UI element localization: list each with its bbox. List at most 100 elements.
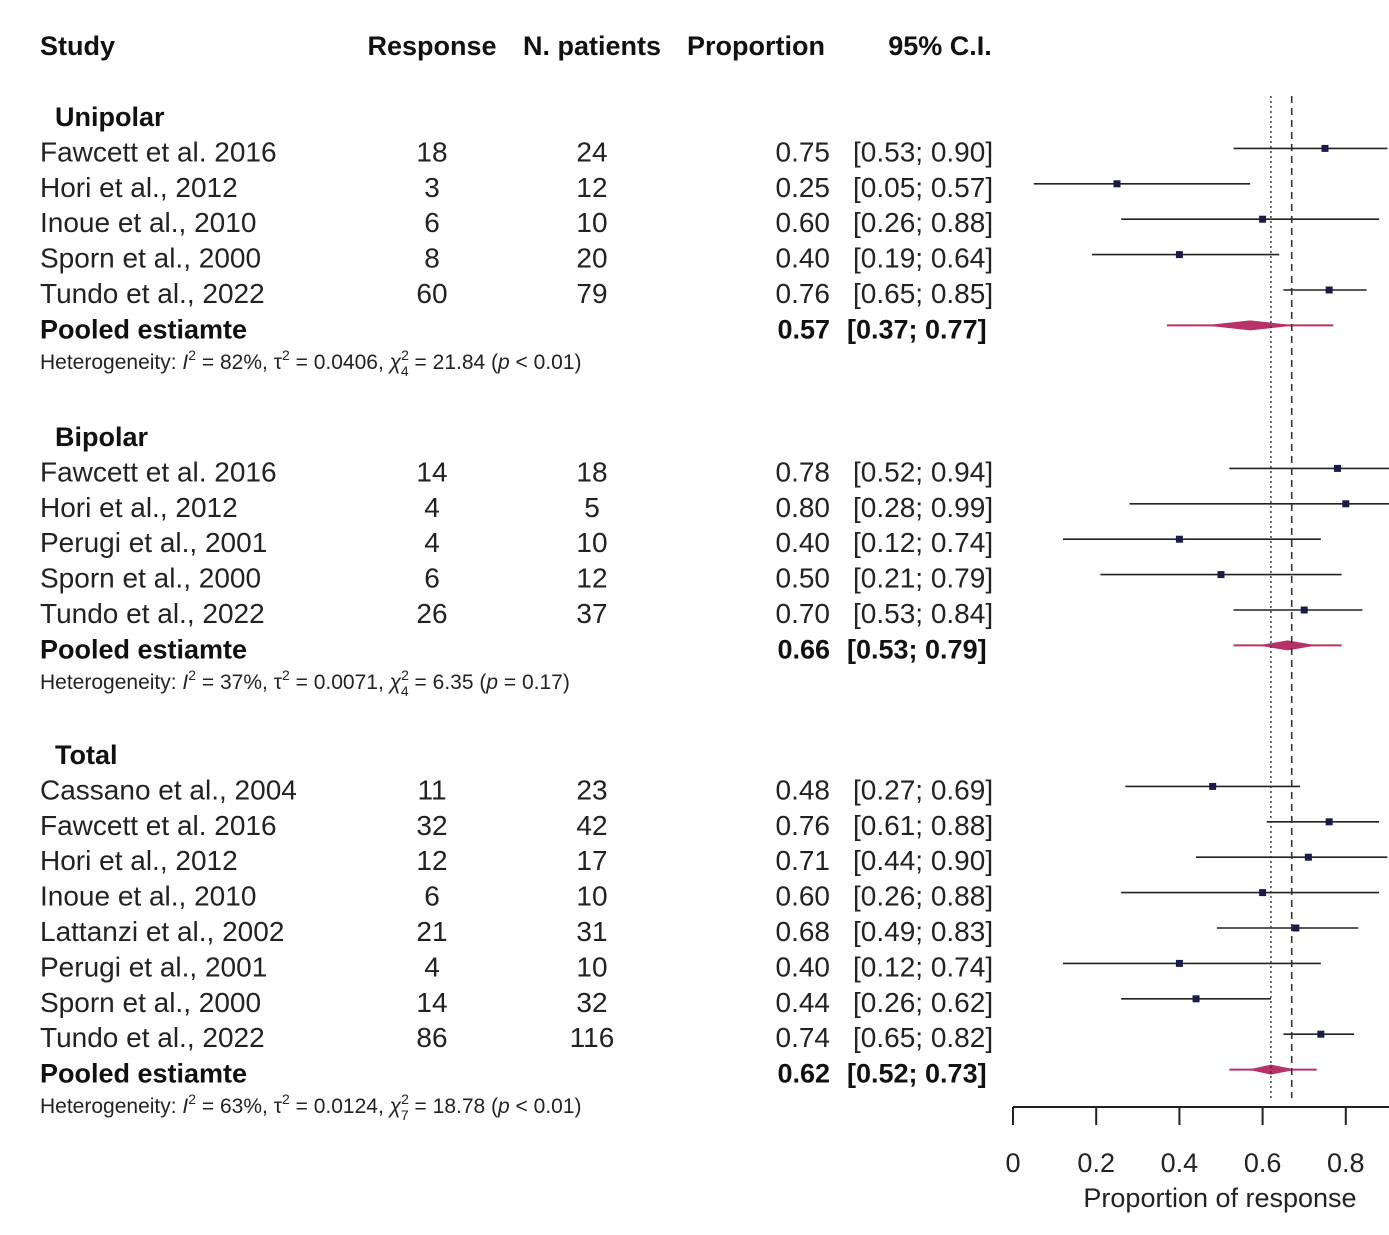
proportion-value: 0.80 xyxy=(776,492,831,523)
ci-value: [0.65; 0.82] xyxy=(853,1022,993,1053)
study-marker xyxy=(1304,853,1312,861)
study-name: Sporn et al., 2000 xyxy=(40,987,261,1018)
proportion-value: 0.78 xyxy=(776,456,831,487)
study-marker xyxy=(1259,889,1267,897)
pooled-ci: [0.37; 0.77] xyxy=(847,314,987,344)
proportion-value: 0.76 xyxy=(776,810,831,841)
ci-value: [0.05; 0.57] xyxy=(853,172,993,203)
proportion-value: 0.40 xyxy=(776,527,831,558)
ci-value: [0.12; 0.74] xyxy=(853,951,993,982)
response-count: 18 xyxy=(416,136,447,167)
patient-count: 23 xyxy=(576,774,607,805)
study-marker xyxy=(1175,251,1183,259)
study-name: Sporn et al., 2000 xyxy=(40,243,261,274)
ci-value: [0.19; 0.64] xyxy=(853,243,993,274)
patient-count: 10 xyxy=(576,527,607,558)
proportion-value: 0.40 xyxy=(776,243,831,274)
ci-value: [0.53; 0.84] xyxy=(853,598,993,629)
study-name: Sporn et al., 2000 xyxy=(40,563,261,594)
ci-value: [0.53; 0.90] xyxy=(853,136,993,167)
pooled-diamond xyxy=(1257,640,1318,651)
x-tick-label: 0 xyxy=(1005,1148,1020,1178)
patient-count: 10 xyxy=(576,881,607,912)
patient-count: 5 xyxy=(584,492,600,523)
patient-count: 12 xyxy=(576,172,607,203)
heterogeneity-text: Heterogeneity: I2 = 82%, τ2 = 0.0406, χ2… xyxy=(40,347,582,379)
study-marker xyxy=(1113,180,1121,188)
group-title-1: Bipolar xyxy=(55,422,149,452)
pooled-label: Pooled estiamte xyxy=(40,1059,247,1089)
proportion-value: 0.75 xyxy=(776,136,831,167)
proportion-value: 0.70 xyxy=(776,598,831,629)
proportion-value: 0.44 xyxy=(776,987,831,1018)
response-count: 6 xyxy=(424,881,440,912)
proportion-value: 0.76 xyxy=(776,278,831,309)
proportion-value: 0.74 xyxy=(776,1022,831,1053)
ci-value: [0.12; 0.74] xyxy=(853,527,993,558)
response-count: 4 xyxy=(424,951,440,982)
pooled-proportion: 0.57 xyxy=(777,314,830,344)
patient-count: 17 xyxy=(576,845,607,876)
ci-value: [0.44; 0.90] xyxy=(853,845,993,876)
proportion-value: 0.48 xyxy=(776,774,831,805)
study-name: Inoue et al., 2010 xyxy=(40,207,256,238)
study-marker xyxy=(1259,215,1267,223)
x-tick-label: 0.6 xyxy=(1244,1148,1282,1178)
proportion-value: 0.60 xyxy=(776,881,831,912)
study-name: Perugi et al., 2001 xyxy=(40,951,267,982)
x-tick-label: 0.4 xyxy=(1161,1148,1199,1178)
pooled-label: Pooled estiamte xyxy=(40,314,247,344)
patient-count: 32 xyxy=(576,987,607,1018)
ci-value: [0.26; 0.88] xyxy=(853,207,993,238)
study-name: Fawcett et al. 2016 xyxy=(40,810,277,841)
study-name: Cassano et al., 2004 xyxy=(40,774,297,805)
ci-value: [0.26; 0.62] xyxy=(853,987,993,1018)
response-count: 4 xyxy=(424,527,440,558)
proportion-value: 0.60 xyxy=(776,207,831,238)
study-name: Fawcett et al. 2016 xyxy=(40,136,277,167)
column-header-2: N. patients xyxy=(523,31,661,61)
study-name: Lattanzi et al., 2002 xyxy=(40,916,284,947)
group-title-0: Unipolar xyxy=(55,102,165,132)
pooled-proportion: 0.66 xyxy=(777,634,830,664)
response-count: 86 xyxy=(416,1022,447,1053)
pooled-ci: [0.53; 0.79] xyxy=(847,634,987,664)
study-marker xyxy=(1175,535,1183,543)
study-marker xyxy=(1300,606,1308,614)
x-axis-label: Proportion of response xyxy=(1083,1183,1356,1213)
ci-value: [0.52; 0.94] xyxy=(853,456,993,487)
patient-count: 24 xyxy=(576,136,607,167)
patient-count: 10 xyxy=(576,951,607,982)
study-marker xyxy=(1342,500,1350,508)
ci-value: [0.28; 0.99] xyxy=(853,492,993,523)
patient-count: 79 xyxy=(576,278,607,309)
response-count: 14 xyxy=(416,987,447,1018)
study-marker xyxy=(1317,1030,1325,1038)
proportion-value: 0.40 xyxy=(776,951,831,982)
proportion-value: 0.68 xyxy=(776,916,831,947)
study-name: Tundo et al., 2022 xyxy=(40,598,265,629)
response-count: 12 xyxy=(416,845,447,876)
response-count: 8 xyxy=(424,243,440,274)
study-marker xyxy=(1217,571,1225,579)
ci-value: [0.26; 0.88] xyxy=(853,881,993,912)
study-name: Inoue et al., 2010 xyxy=(40,881,256,912)
patient-count: 31 xyxy=(576,916,607,947)
ci-value: [0.21; 0.79] xyxy=(853,563,993,594)
study-name: Hori et al., 2012 xyxy=(40,172,238,203)
response-count: 3 xyxy=(424,172,440,203)
group-title-2: Total xyxy=(55,740,118,770)
patient-count: 18 xyxy=(576,456,607,487)
heterogeneity-text: Heterogeneity: I2 = 37%, τ2 = 0.0071, χ2… xyxy=(40,667,570,699)
study-name: Fawcett et al. 2016 xyxy=(40,456,277,487)
response-count: 32 xyxy=(416,810,447,841)
column-header-4: 95% C.I. xyxy=(888,31,992,61)
ci-value: [0.27; 0.69] xyxy=(853,774,993,805)
study-marker xyxy=(1209,782,1217,790)
study-marker xyxy=(1192,995,1200,1003)
study-marker xyxy=(1321,144,1329,152)
study-marker xyxy=(1333,464,1341,472)
pooled-label: Pooled estiamte xyxy=(40,634,247,664)
proportion-value: 0.25 xyxy=(776,172,831,203)
response-count: 60 xyxy=(416,278,447,309)
